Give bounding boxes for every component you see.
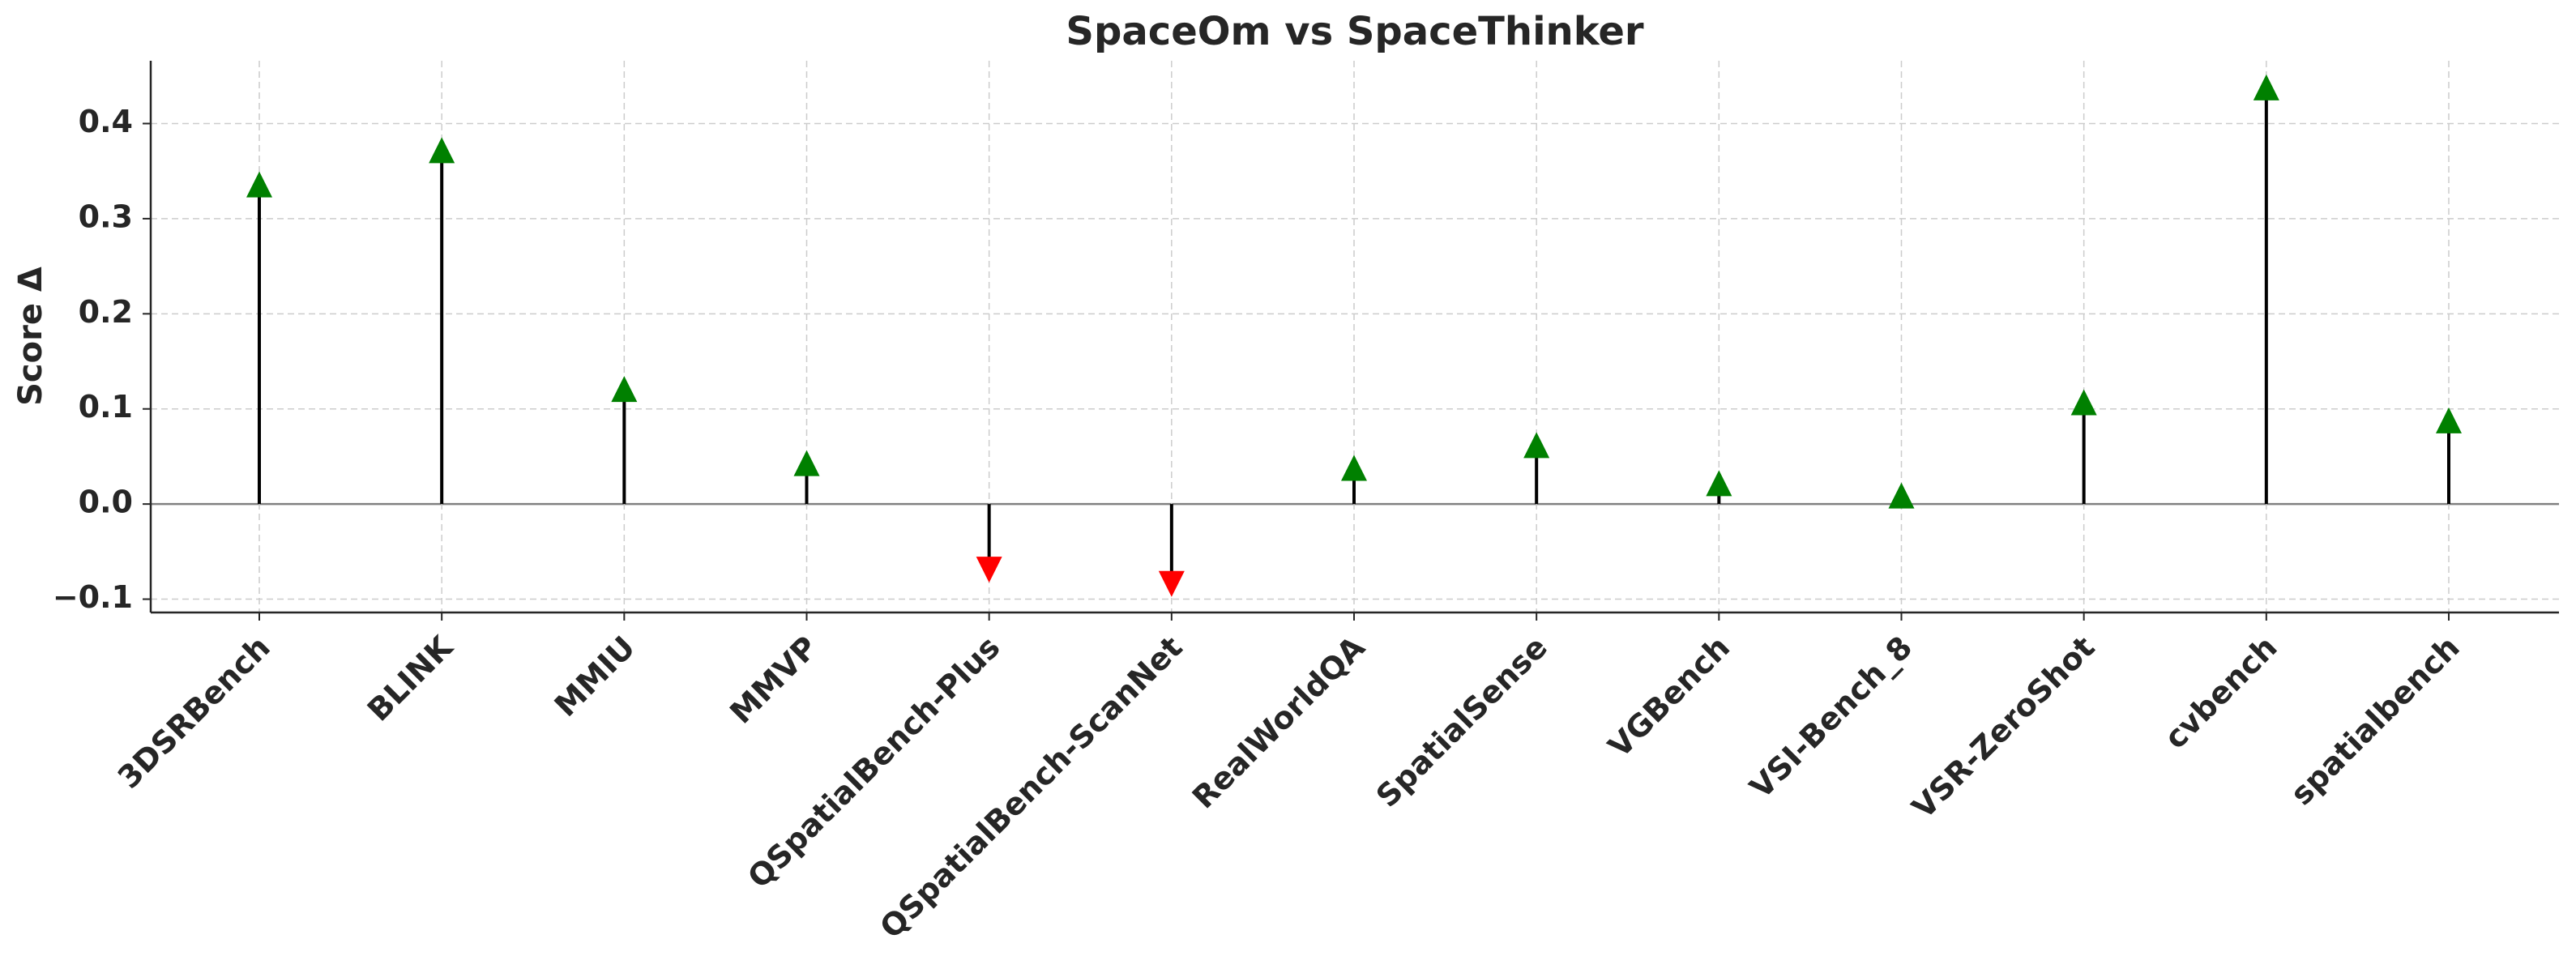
y-axis-label: Score Δ	[12, 267, 49, 406]
x-tick-label: 3DSRBench	[111, 630, 277, 796]
x-tick-label: RealWorldQA	[1185, 629, 1372, 815]
y-tick-label: 0.2	[79, 294, 133, 330]
arrow-marker	[793, 450, 820, 476]
y-tick-label: 0.1	[79, 389, 133, 425]
arrow-marker	[1158, 570, 1185, 597]
arrow-marker	[429, 137, 455, 164]
arrow-marker	[976, 557, 1002, 583]
x-tick-label: cvbench	[2157, 630, 2283, 756]
arrow-marker	[611, 376, 638, 403]
x-tick-label: MMIU	[548, 630, 642, 723]
y-tick-label: −0.1	[53, 579, 133, 615]
arrow-marker	[2436, 407, 2462, 433]
y-tick-label: 0.3	[79, 198, 133, 234]
arrow-marker	[246, 171, 272, 198]
y-tick-label: 0.4	[79, 104, 133, 139]
x-tick-label: SpatialSense	[1369, 630, 1554, 814]
y-tick-label: 0.0	[79, 484, 133, 520]
x-tick-label: QSpatialBench-ScanNet	[873, 630, 1189, 945]
x-tick-label: BLINK	[361, 629, 460, 728]
x-tick-label: spatialbench	[2283, 630, 2467, 813]
arrow-marker	[2253, 74, 2279, 100]
x-tick-label: VSR-ZeroShot	[1905, 630, 2101, 826]
arrow-marker	[1706, 470, 1732, 497]
x-tick-label: MMVP	[723, 630, 824, 731]
arrow-marker	[1341, 455, 1367, 481]
chart-title: SpaceOm vs SpaceThinker	[1066, 9, 1643, 54]
arrow-marker	[1523, 432, 1550, 459]
x-tick-label: VGBench	[1601, 630, 1737, 765]
arrow-marker	[1888, 482, 1915, 509]
arrow-marker	[2070, 389, 2097, 416]
x-tick-label: VSI-Bench_8	[1743, 630, 1919, 805]
